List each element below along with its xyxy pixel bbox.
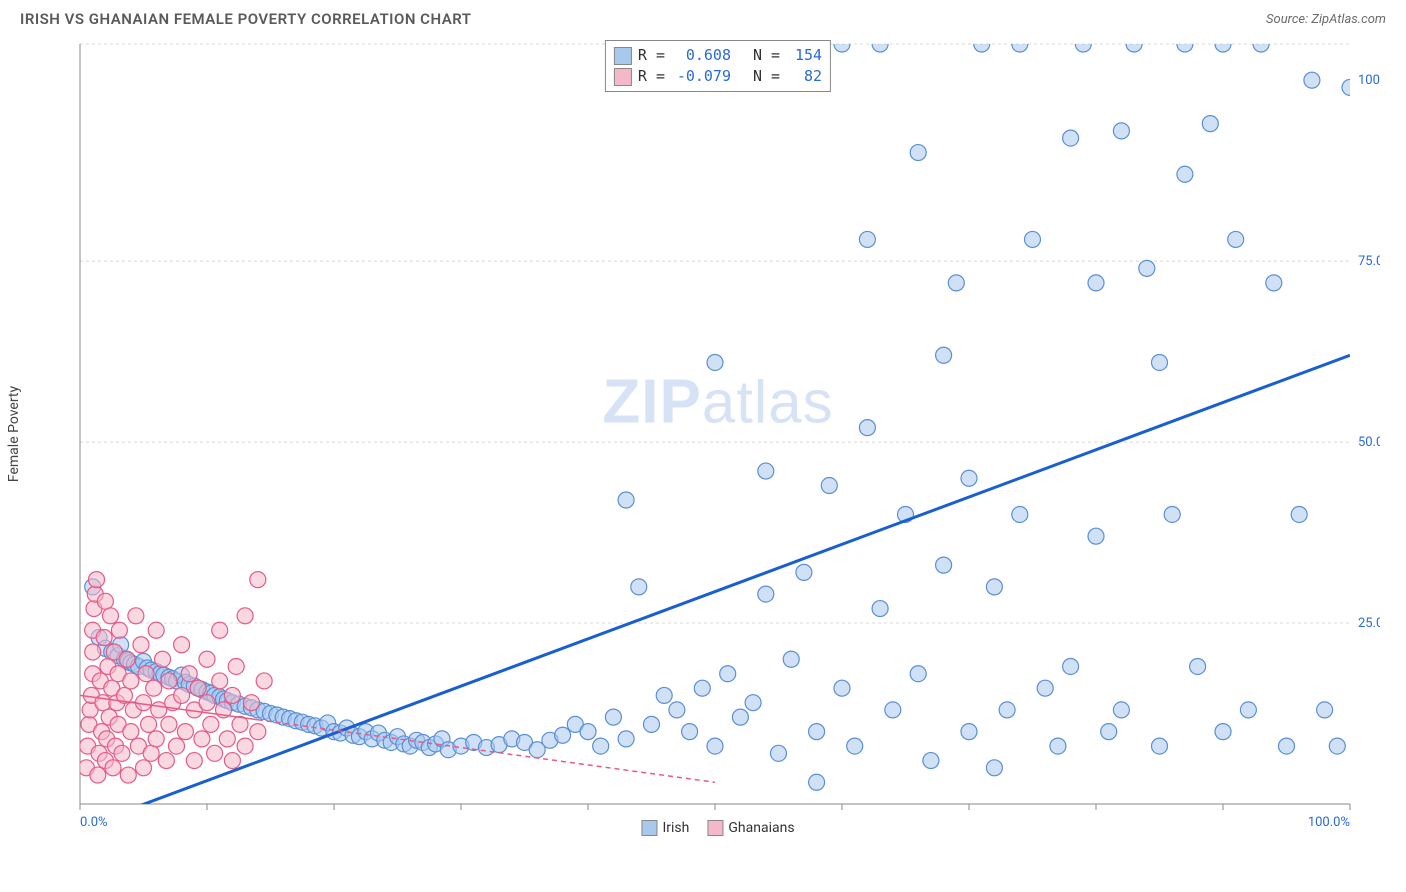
scatter-plot: 0.0% 100.0% 25.0% 50.0% 75.0% 100.0% bbox=[50, 34, 1380, 834]
legend-label: Ghanaians bbox=[728, 820, 794, 836]
svg-text:0.0%: 0.0% bbox=[80, 815, 108, 830]
legend-r-value: 0.608 bbox=[671, 45, 731, 66]
legend-swatch bbox=[614, 68, 632, 86]
chart-title: IRISH VS GHANAIAN FEMALE POVERTY CORRELA… bbox=[20, 10, 472, 28]
svg-text:100.0%: 100.0% bbox=[1308, 815, 1350, 830]
legend-n-label: N = bbox=[753, 66, 780, 87]
chart-area: Female Poverty 0.0%100.0%25.0%50.0%75.0%… bbox=[50, 34, 1386, 834]
legend-row: R = -0.079 N = 82 bbox=[614, 66, 822, 87]
source-label: Source: ZipAtlas.com bbox=[1266, 12, 1386, 27]
legend-r-value: -0.079 bbox=[671, 66, 731, 87]
legend-label: Irish bbox=[662, 820, 689, 836]
legend-item: Irish bbox=[641, 820, 689, 836]
svg-text:100.0%: 100.0% bbox=[1358, 73, 1380, 88]
legend-n-value: 82 bbox=[786, 66, 822, 87]
correlation-legend: R = 0.608 N = 154 R = -0.079 N = 82 bbox=[605, 40, 831, 92]
svg-text:75.0%: 75.0% bbox=[1358, 254, 1380, 269]
legend-n-value: 154 bbox=[786, 45, 822, 66]
y-axis-label: Female Poverty bbox=[6, 386, 22, 482]
legend-swatch bbox=[641, 820, 657, 836]
svg-text:25.0%: 25.0% bbox=[1358, 616, 1380, 631]
svg-text:50.0%: 50.0% bbox=[1358, 435, 1380, 450]
series-legend: Irish Ghanaians bbox=[641, 820, 794, 836]
legend-swatch bbox=[707, 820, 723, 836]
legend-item: Ghanaians bbox=[707, 820, 794, 836]
legend-row: R = 0.608 N = 154 bbox=[614, 45, 822, 66]
legend-swatch bbox=[614, 47, 632, 65]
legend-r-label: R = bbox=[638, 66, 665, 87]
legend-n-label: N = bbox=[753, 45, 780, 66]
legend-r-label: R = bbox=[638, 45, 665, 66]
